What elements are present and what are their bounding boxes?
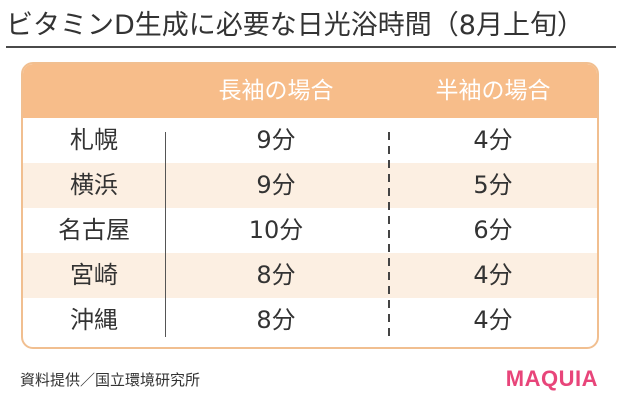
table-row: 横浜 9分 5分 [23,163,597,208]
brand-logo: MAQUIA [505,366,598,391]
long-sleeve-cell: 9分 [256,171,296,199]
long-sleeve-cell: 9分 [256,126,296,154]
table-row: 札幌 9分 4分 [23,118,597,163]
place-cell: 沖縄 [70,306,118,334]
page-title: ビタミンD生成に必要な日光浴時間（8月上旬） [6,10,584,41]
table-row: 名古屋 10分 6分 [23,208,597,253]
short-sleeve-cell: 4分 [473,126,513,154]
long-sleeve-cell: 8分 [256,306,296,334]
short-sleeve-cell: 4分 [473,261,513,289]
table-header: 長袖の場合 半袖の場合 [23,64,597,118]
place-cell: 札幌 [70,126,118,154]
sunbathing-time-table: 長袖の場合 半袖の場合 札幌 9分 4分 横浜 9分 5分 名古屋 10分 6分… [21,62,599,349]
header-place [23,64,165,118]
place-cell: 横浜 [70,171,118,199]
title-underline [6,46,616,48]
long-sleeve-cell: 8分 [256,261,296,289]
table-row: 沖縄 8分 4分 [23,298,597,343]
short-sleeve-cell: 6分 [473,216,513,244]
long-sleeve-cell: 10分 [248,216,304,244]
short-sleeve-cell: 4分 [473,306,513,334]
source-credit: 資料提供／国立環境研究所 [20,371,201,389]
place-cell: 名古屋 [58,216,130,244]
header-short-sleeve: 半袖の場合 [435,78,551,104]
header-long-sleeve: 長袖の場合 [218,78,334,104]
short-sleeve-cell: 5分 [473,171,513,199]
table-row: 宮崎 8分 4分 [23,253,597,298]
column-divider-dashed [388,132,390,337]
column-divider-solid [165,132,166,337]
place-cell: 宮崎 [70,261,118,289]
